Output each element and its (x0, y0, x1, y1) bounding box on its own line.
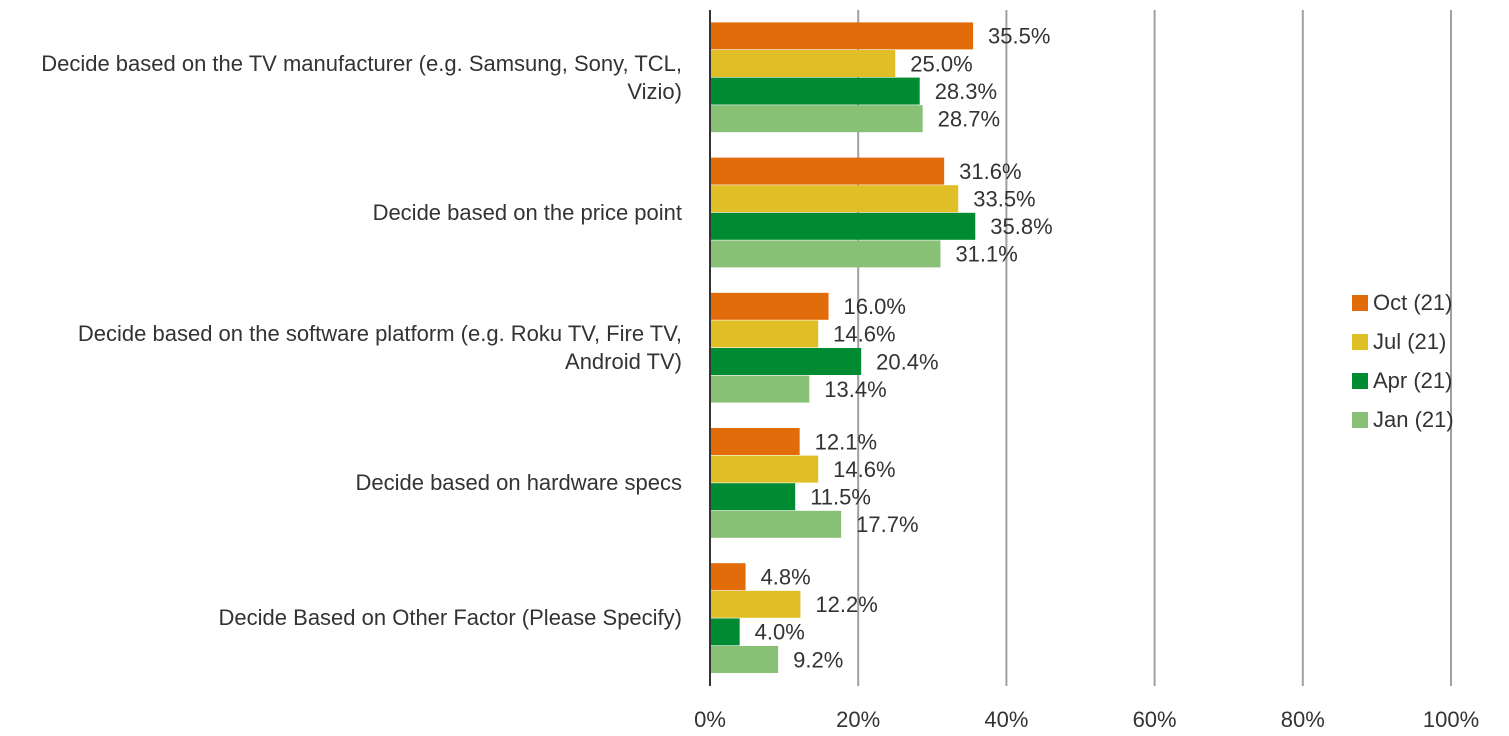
data-label: 31.6% (959, 159, 1021, 184)
legend-swatch (1352, 412, 1368, 428)
data-label: 4.8% (761, 565, 811, 590)
legend-label: Oct (21) (1373, 290, 1452, 315)
x-tick-label: 80% (1281, 707, 1325, 732)
category-label: Decide Based on Other Factor (Please Spe… (218, 605, 682, 631)
category-label: Decide based on the price point (372, 199, 682, 225)
bar (710, 455, 819, 483)
data-label: 25.0% (910, 51, 972, 76)
bar (710, 428, 800, 455)
data-label: 31.1% (955, 242, 1017, 267)
legend-label: Jul (21) (1373, 329, 1446, 354)
x-tick-label: 20% (836, 707, 880, 732)
data-label: 17.7% (856, 512, 918, 537)
x-tick-label: 100% (1423, 707, 1479, 732)
data-label: 14.6% (833, 457, 895, 482)
data-label: 33.5% (973, 187, 1035, 212)
legend-label: Jan (21) (1373, 407, 1454, 432)
data-label: 28.3% (935, 79, 997, 104)
data-label: 16.0% (844, 294, 906, 319)
category-label: Decide based on the software platform (e… (77, 321, 682, 374)
data-label: 12.1% (815, 429, 877, 454)
bar (710, 77, 920, 105)
data-label: 20.4% (876, 349, 938, 374)
bar (710, 185, 959, 213)
x-tick-label: 0% (694, 707, 726, 732)
bar (710, 240, 941, 268)
bar (710, 320, 819, 348)
legend-swatch (1352, 295, 1368, 311)
data-label: 9.2% (793, 647, 843, 672)
data-label: 11.5% (810, 485, 871, 510)
x-tick-label: 60% (1133, 707, 1177, 732)
legend-swatch (1352, 373, 1368, 389)
data-label: 35.8% (990, 214, 1052, 239)
bar (710, 590, 801, 618)
bar (710, 157, 945, 185)
data-label: 28.7% (938, 107, 1000, 132)
legend-swatch (1352, 334, 1368, 350)
data-label: 4.0% (755, 620, 805, 645)
bar (710, 618, 740, 646)
legend-label: Apr (21) (1373, 368, 1452, 393)
bar (710, 646, 779, 673)
category-label: Decide based on the TV manufacturer (e.g… (41, 50, 682, 104)
bar (710, 50, 896, 77)
bar (710, 348, 862, 375)
bar (710, 22, 974, 50)
x-tick-label: 40% (984, 707, 1028, 732)
data-label: 14.6% (833, 322, 895, 347)
data-label: 12.2% (815, 592, 877, 617)
bar (710, 375, 810, 403)
bar (710, 212, 976, 240)
bar (710, 483, 796, 511)
bar (710, 292, 829, 320)
bar (710, 510, 842, 538)
data-label: 35.5% (988, 24, 1050, 49)
category-label: Decide based on hardware specs (355, 470, 682, 496)
bar (710, 105, 923, 133)
data-label: 13.4% (824, 377, 886, 402)
bar (710, 563, 746, 591)
